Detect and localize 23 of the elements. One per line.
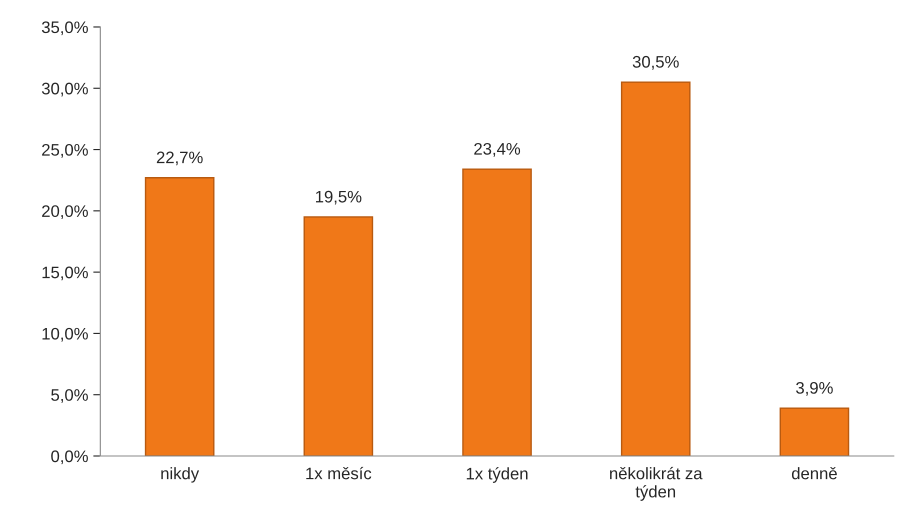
bar xyxy=(780,408,850,456)
data-label: 30,5% xyxy=(632,56,679,70)
x-tick-label: denně xyxy=(792,467,837,480)
bar xyxy=(462,168,532,456)
y-tick-label: 0,0% xyxy=(51,450,88,464)
x-tick-label: 1x měsíc xyxy=(306,466,372,480)
y-tick-label: 15,0% xyxy=(42,266,88,280)
y-tick-label: 25,0% xyxy=(42,144,88,158)
y-tick-label: 10,0% xyxy=(42,328,88,342)
data-label: 23,4% xyxy=(474,142,520,157)
x-tick-label: nikdy xyxy=(161,467,200,483)
bar xyxy=(620,81,691,456)
data-label: 3,9% xyxy=(796,382,833,396)
y-tick-label: 20,0% xyxy=(42,205,88,220)
data-label: 22,7% xyxy=(156,152,203,166)
y-tick-label: 35,0% xyxy=(42,21,88,36)
data-label: 19,5% xyxy=(316,190,362,205)
bar xyxy=(144,177,214,456)
y-tick-label: 30,0% xyxy=(42,82,88,96)
x-tick-label: několikrát za týden xyxy=(610,466,703,501)
bar xyxy=(304,216,374,456)
x-tick-label: 1x týden xyxy=(466,467,528,483)
y-tick-label: 5,0% xyxy=(51,389,88,403)
